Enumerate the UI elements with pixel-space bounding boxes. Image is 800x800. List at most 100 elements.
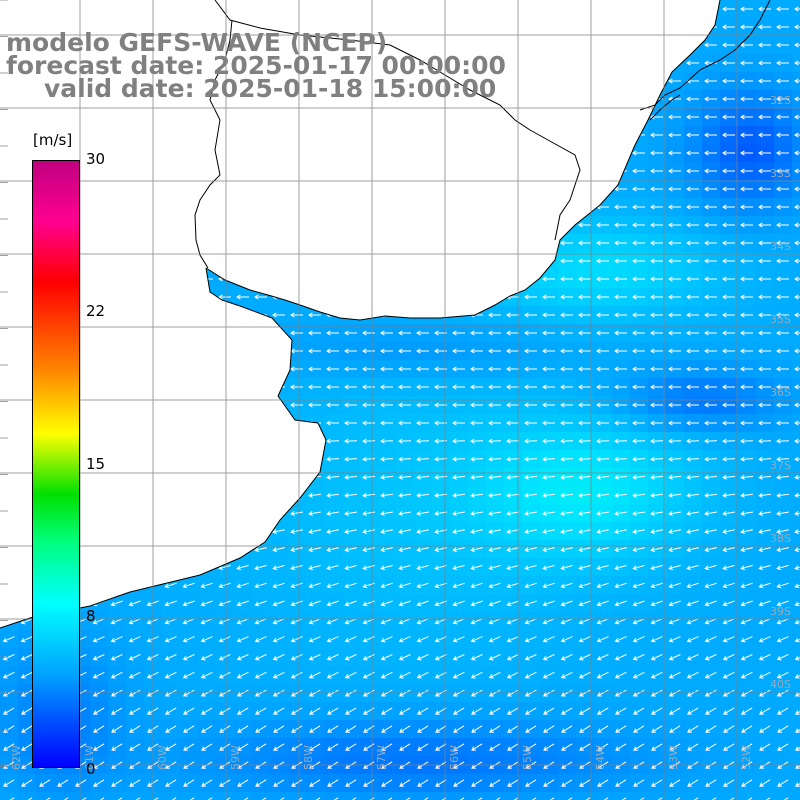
wind-arrow: [614, 636, 627, 643]
wind-arrow: [596, 636, 609, 643]
wind-arrow: [542, 618, 555, 625]
wind-arrow: [578, 348, 591, 354]
wind-arrow: [650, 671, 663, 679]
wind-arrow: [183, 743, 195, 751]
wind-arrow: [740, 276, 753, 282]
wind-arrow: [398, 654, 411, 661]
wind-arrow: [794, 420, 800, 426]
wind-arrow: [362, 529, 375, 534]
wind-cell: [792, 648, 800, 667]
wind-arrow: [272, 312, 285, 318]
wind-arrow: [741, 743, 753, 751]
wind-arrow: [489, 779, 501, 787]
wind-cell: [774, 792, 793, 800]
wind-arrow: [740, 529, 753, 534]
wind-arrow: [794, 547, 800, 553]
wind-arrow: [381, 743, 393, 751]
wind-arrow: [111, 797, 123, 800]
wind-arrow: [128, 600, 141, 607]
latitude-label: 35S: [770, 313, 791, 326]
wind-arrow: [758, 420, 771, 426]
wind-arrow: [668, 114, 681, 120]
wind-arrow: [740, 150, 753, 156]
wind-arrow: [326, 689, 339, 697]
wind-arrow: [2, 671, 15, 679]
wind-arrow: [362, 474, 376, 480]
wind-arrow: [777, 797, 789, 800]
wind-arrow: [650, 366, 663, 372]
wind-arrow: [632, 707, 645, 715]
wind-arrow: [740, 456, 754, 462]
wind-arrow: [416, 492, 429, 498]
wind-arrow: [308, 600, 321, 607]
wind-arrow: [362, 618, 375, 625]
wind-arrow: [542, 402, 555, 408]
wind-arrow: [470, 636, 483, 643]
wind-arrow: [740, 96, 753, 102]
wind-arrow: [147, 797, 159, 800]
wind-arrow: [686, 474, 700, 480]
wind-arrow: [704, 547, 717, 553]
wind-arrow: [795, 743, 800, 751]
wind-arrow: [722, 132, 735, 138]
wind-arrow: [722, 689, 735, 697]
wind-arrow: [632, 636, 645, 643]
wind-arrow: [633, 779, 645, 787]
wind-arrow: [740, 60, 753, 66]
wind-arrow: [398, 474, 412, 480]
wind-arrow: [668, 294, 681, 300]
longitude-label: 54W: [594, 745, 607, 770]
wind-arrow: [416, 511, 429, 516]
wind-cell: [216, 792, 235, 800]
wind-arrow: [542, 312, 555, 318]
wind-arrow: [524, 511, 537, 516]
wind-arrow: [722, 384, 735, 390]
wind-arrow: [686, 96, 699, 102]
wind-arrow: [398, 564, 411, 571]
wind-arrow: [255, 779, 267, 787]
wind-arrow: [632, 240, 645, 246]
wind-arrow: [236, 654, 249, 661]
wind-arrow: [200, 600, 213, 607]
wind-arrow: [758, 636, 771, 643]
wind-arrow: [560, 456, 574, 462]
wind-arrow: [776, 186, 789, 192]
wind-arrow: [650, 492, 663, 498]
wind-arrow: [650, 636, 663, 643]
wind-arrow: [560, 366, 573, 372]
wind-arrow: [794, 312, 800, 318]
wind-arrow: [452, 384, 465, 390]
wind-arrow: [93, 725, 105, 733]
wind-arrow: [470, 564, 483, 571]
wind-arrow: [327, 779, 339, 787]
wind-arrow: [704, 654, 717, 661]
wind-arrow: [272, 689, 285, 697]
longitude-label: 59W: [229, 745, 242, 770]
wind-arrow: [740, 204, 753, 210]
wind-arrow: [578, 258, 591, 264]
wind-arrow: [489, 725, 501, 733]
wind-arrow: [92, 636, 105, 643]
wind-arrow: [632, 474, 646, 480]
wind-arrow: [776, 600, 789, 607]
wind-arrow: [326, 636, 339, 643]
wind-arrow: [237, 779, 249, 787]
wind-arrow: [596, 330, 609, 336]
wind-arrow: [470, 529, 483, 534]
wind-arrow: [452, 600, 465, 607]
wind-arrow: [93, 797, 105, 800]
wind-arrow: [794, 456, 800, 462]
wind-arrow: [543, 743, 555, 751]
wind-arrow: [362, 366, 375, 372]
wind-arrow: [723, 779, 735, 787]
wind-arrow: [794, 114, 800, 120]
wind-arrow: [686, 348, 699, 354]
wind-arrow: [758, 168, 771, 174]
wind-arrow: [542, 384, 555, 390]
wind-cell: [594, 792, 613, 800]
wind-arrow: [255, 743, 267, 751]
wind-arrow: [596, 258, 609, 264]
wind-arrow: [759, 779, 771, 787]
wind-arrow: [542, 547, 555, 553]
